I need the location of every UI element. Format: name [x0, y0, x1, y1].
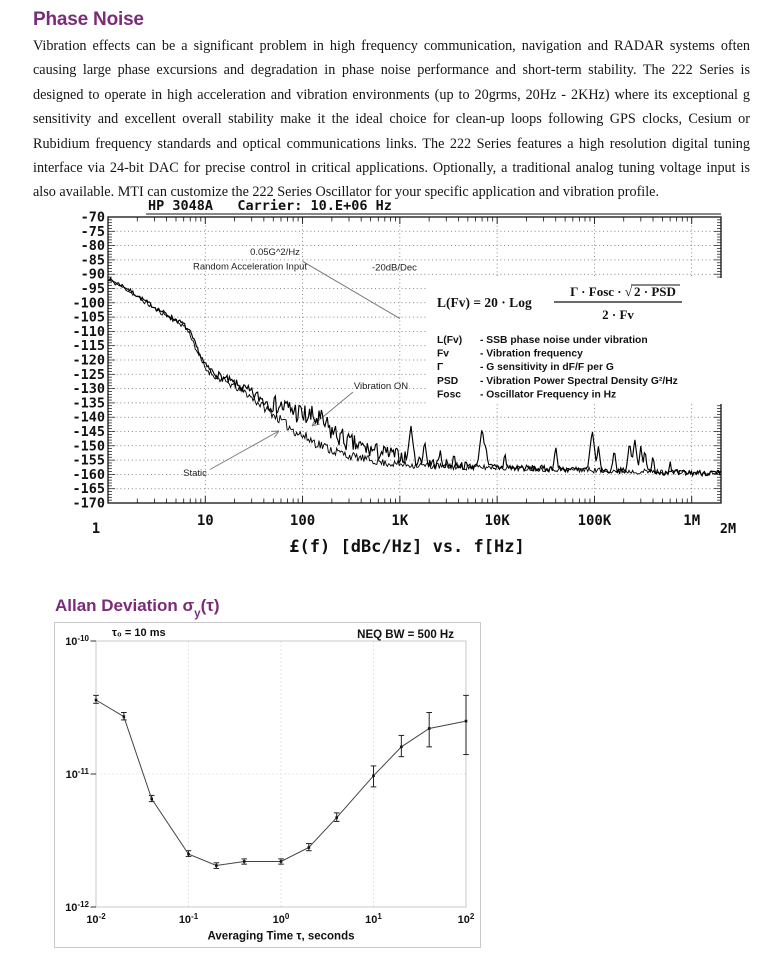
svg-text:-120: -120	[72, 353, 105, 369]
allan-deviation-title: Allan Deviation σy(τ)	[55, 596, 220, 621]
svg-text:-105: -105	[72, 310, 105, 326]
svg-text:-80: -80	[81, 238, 105, 254]
svg-text:-130: -130	[72, 381, 105, 397]
svg-text:-115: -115	[72, 338, 105, 354]
svg-text:100: 100	[273, 912, 290, 926]
svg-text:100: 100	[290, 513, 315, 529]
svg-text:Averaging Time τ, seconds: Averaging Time τ, seconds	[207, 931, 354, 943]
svg-text:Γ: Γ	[437, 362, 444, 373]
svg-text:L(Fv): L(Fv)	[437, 335, 462, 346]
svg-text:10-2: 10-2	[86, 912, 106, 926]
svg-text:- Oscillator Frequency in Hz: - Oscillator Frequency in Hz	[480, 389, 616, 400]
allan-deviation-chart: 10-10 10-11 10-12 10-2 10-1 100 101 102 τ₀ = 10 …	[54, 622, 481, 948]
svg-text:-110: -110	[72, 324, 105, 340]
svg-text:-125: -125	[72, 367, 105, 383]
svg-text:10K: 10K	[484, 513, 510, 529]
allan-title-tail: (τ)	[200, 596, 220, 615]
svg-text:10-11: 10-11	[66, 767, 90, 781]
allan-title-main: Allan Deviation σ	[55, 596, 195, 615]
svg-text:Static: Static	[183, 468, 207, 479]
svg-text:-160: -160	[72, 467, 105, 483]
svg-text:1: 1	[92, 521, 100, 537]
svg-text:- SSB phase noise under vibrat: - SSB phase noise under vibration	[480, 335, 648, 346]
svg-text:2M: 2M	[720, 521, 736, 537]
svg-text:-165: -165	[72, 481, 105, 497]
phase-noise-chart: HP 3048A Carrier: 10.E+06 Hz -70 -75 -80 -85…	[60, 195, 740, 565]
svg-text:- G sensitivity in dF/F per G: - G sensitivity in dF/F per G	[480, 362, 614, 373]
svg-text:Vibration ON: Vibration ON	[354, 381, 408, 392]
svg-text:-135: -135	[72, 395, 105, 411]
phase-noise-paragraph: Vibration effects can be a significant p…	[33, 38, 750, 201]
svg-text:-150: -150	[72, 438, 105, 454]
svg-text:Random Acceleration Input: Random Acceleration Input	[193, 262, 307, 273]
svg-text:HP 3048A Carrier: 10.E+06 Hz: HP 3048A Carrier: 10.E+06 Hz	[148, 198, 392, 214]
svg-text:-100: -100	[72, 295, 105, 311]
allan-title-sub: y	[194, 608, 201, 621]
svg-text:L(Fv) = 20 · Log: L(Fv) = 20 · Log	[437, 295, 532, 310]
svg-text:1M: 1M	[683, 513, 700, 529]
svg-text:102: 102	[458, 912, 475, 926]
svg-text:PSD: PSD	[437, 376, 458, 387]
svg-text:2 · PSD: 2 · PSD	[634, 284, 676, 299]
svg-text:- Vibration Power Spectral Den: - Vibration Power Spectral Density G²/Hz	[480, 376, 678, 387]
svg-text:-20dB/Dec: -20dB/Dec	[372, 263, 417, 274]
svg-text:-90: -90	[81, 267, 105, 283]
svg-text:Γ · Fosc · √: Γ · Fosc · √	[570, 284, 633, 299]
page-title: Phase Noise	[33, 9, 144, 30]
svg-text:-95: -95	[81, 281, 105, 297]
svg-text:100K: 100K	[578, 513, 612, 529]
svg-text:101: 101	[365, 912, 382, 926]
svg-text:-155: -155	[72, 453, 105, 469]
svg-text:10: 10	[197, 513, 214, 529]
svg-text:-70: -70	[81, 210, 105, 226]
svg-text:-140: -140	[72, 410, 105, 426]
svg-text:10-12: 10-12	[65, 900, 89, 914]
svg-text:0.05G^2/Hz: 0.05G^2/Hz	[250, 247, 300, 258]
phase-noise-plot-svg: HP 3048A Carrier: 10.E+06 Hz -70-75-80-85…	[72, 198, 736, 557]
svg-text:£(f) [dBc/Hz] vs. f[Hz]: £(f) [dBc/Hz] vs. f[Hz]	[289, 537, 524, 557]
svg-text:-85: -85	[81, 252, 105, 268]
svg-text:-145: -145	[72, 424, 105, 440]
svg-text:Fosc: Fosc	[437, 389, 461, 400]
svg-text:10-10: 10-10	[65, 634, 89, 648]
svg-text:-170: -170	[72, 496, 105, 512]
svg-text:- Vibration frequency: - Vibration frequency	[480, 349, 583, 360]
svg-text:τ₀ = 10 ms: τ₀ = 10 ms	[112, 627, 166, 639]
svg-text:NEQ BW = 500 Hz: NEQ BW = 500 Hz	[357, 629, 454, 641]
svg-text:2 · Fv: 2 · Fv	[602, 307, 634, 322]
svg-text:Fv: Fv	[437, 349, 449, 360]
svg-text:-75: -75	[81, 224, 105, 240]
svg-text:10-1: 10-1	[179, 912, 199, 926]
svg-text:1K: 1K	[391, 513, 408, 529]
